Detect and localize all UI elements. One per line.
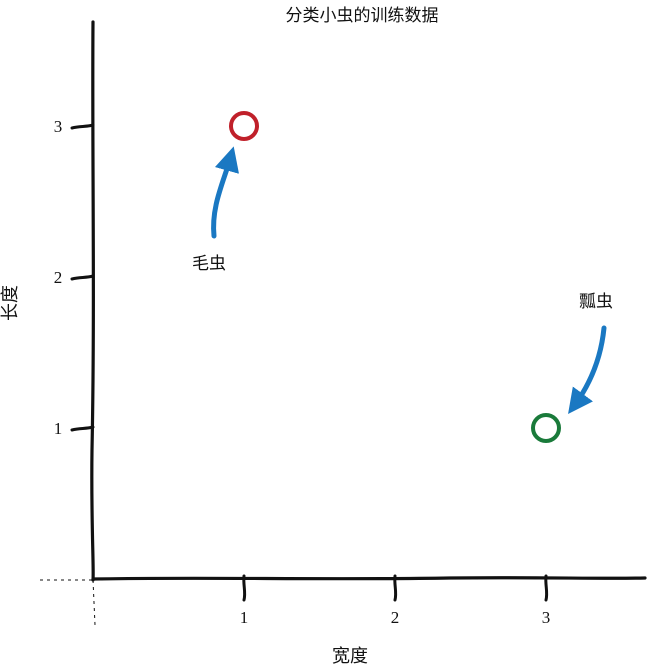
annotation-arrow	[211, 146, 239, 239]
x-ticks: 1 2 3	[240, 574, 551, 627]
chart-title: 分类小虫的训练数据	[286, 6, 439, 26]
x-axis-line	[91, 576, 647, 581]
x-tick-mark	[242, 574, 247, 602]
y-axis-line	[90, 20, 95, 582]
y-axis-tail	[92, 579, 96, 626]
x-tick-mark	[544, 574, 549, 602]
x-tick-mark	[393, 574, 398, 602]
data-point	[229, 111, 259, 141]
data-points	[229, 111, 561, 443]
y-tick-label: 2	[54, 268, 63, 287]
point-label: 瓢虫	[579, 292, 613, 312]
y-tick-mark	[70, 425, 95, 432]
x-tick-label: 1	[240, 608, 249, 627]
y-axis-label: 长度	[0, 285, 21, 321]
y-tick-label: 3	[54, 117, 63, 136]
x-tick-label: 3	[542, 608, 551, 627]
x-tick-label: 2	[391, 608, 400, 627]
x-axis-label: 宽度	[332, 646, 368, 667]
y-tick-label: 1	[54, 419, 63, 438]
data-point	[531, 413, 561, 443]
annotation-arrow	[568, 325, 607, 415]
point-label: 毛虫	[192, 254, 226, 274]
axes	[40, 20, 647, 626]
y-tick-mark	[70, 274, 95, 281]
y-tick-mark	[70, 123, 95, 130]
y-ticks: 1 2 3	[54, 117, 95, 438]
